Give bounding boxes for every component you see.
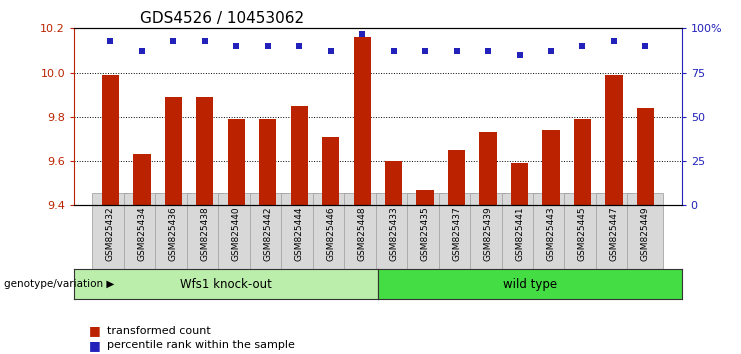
- Text: percentile rank within the sample: percentile rank within the sample: [107, 340, 296, 350]
- Text: Wfs1 knock-out: Wfs1 knock-out: [180, 278, 272, 291]
- Bar: [102, 75, 119, 205]
- Text: transformed count: transformed count: [107, 326, 211, 336]
- Point: [482, 48, 494, 54]
- Bar: [448, 150, 465, 205]
- Bar: [259, 119, 276, 205]
- Bar: [385, 161, 402, 205]
- Text: wild type: wild type: [502, 278, 557, 291]
- Bar: [133, 154, 150, 205]
- Bar: [227, 119, 245, 205]
- Point: [545, 48, 557, 54]
- Point: [199, 38, 210, 44]
- Bar: [637, 108, 654, 205]
- Point: [451, 48, 462, 54]
- Text: ■: ■: [89, 325, 101, 337]
- Point: [136, 48, 147, 54]
- Bar: [542, 130, 559, 205]
- Bar: [479, 132, 496, 205]
- Point: [262, 43, 273, 49]
- Bar: [322, 137, 339, 205]
- Point: [293, 43, 305, 49]
- Point: [388, 48, 399, 54]
- Bar: [165, 97, 182, 205]
- Point: [167, 38, 179, 44]
- Text: GDS4526 / 10453062: GDS4526 / 10453062: [140, 11, 305, 25]
- Point: [608, 38, 620, 44]
- Bar: [353, 37, 370, 205]
- Text: genotype/variation ▶: genotype/variation ▶: [4, 279, 114, 289]
- Bar: [290, 106, 308, 205]
- Bar: [511, 163, 528, 205]
- Bar: [574, 119, 591, 205]
- Point: [639, 43, 651, 49]
- Point: [104, 38, 116, 44]
- Point: [356, 31, 368, 36]
- Point: [576, 43, 588, 49]
- Bar: [416, 190, 433, 205]
- Point: [419, 48, 431, 54]
- Bar: [605, 75, 622, 205]
- Point: [325, 48, 336, 54]
- Text: ■: ■: [89, 339, 101, 352]
- Point: [514, 52, 525, 58]
- Point: [230, 43, 242, 49]
- Bar: [196, 97, 213, 205]
